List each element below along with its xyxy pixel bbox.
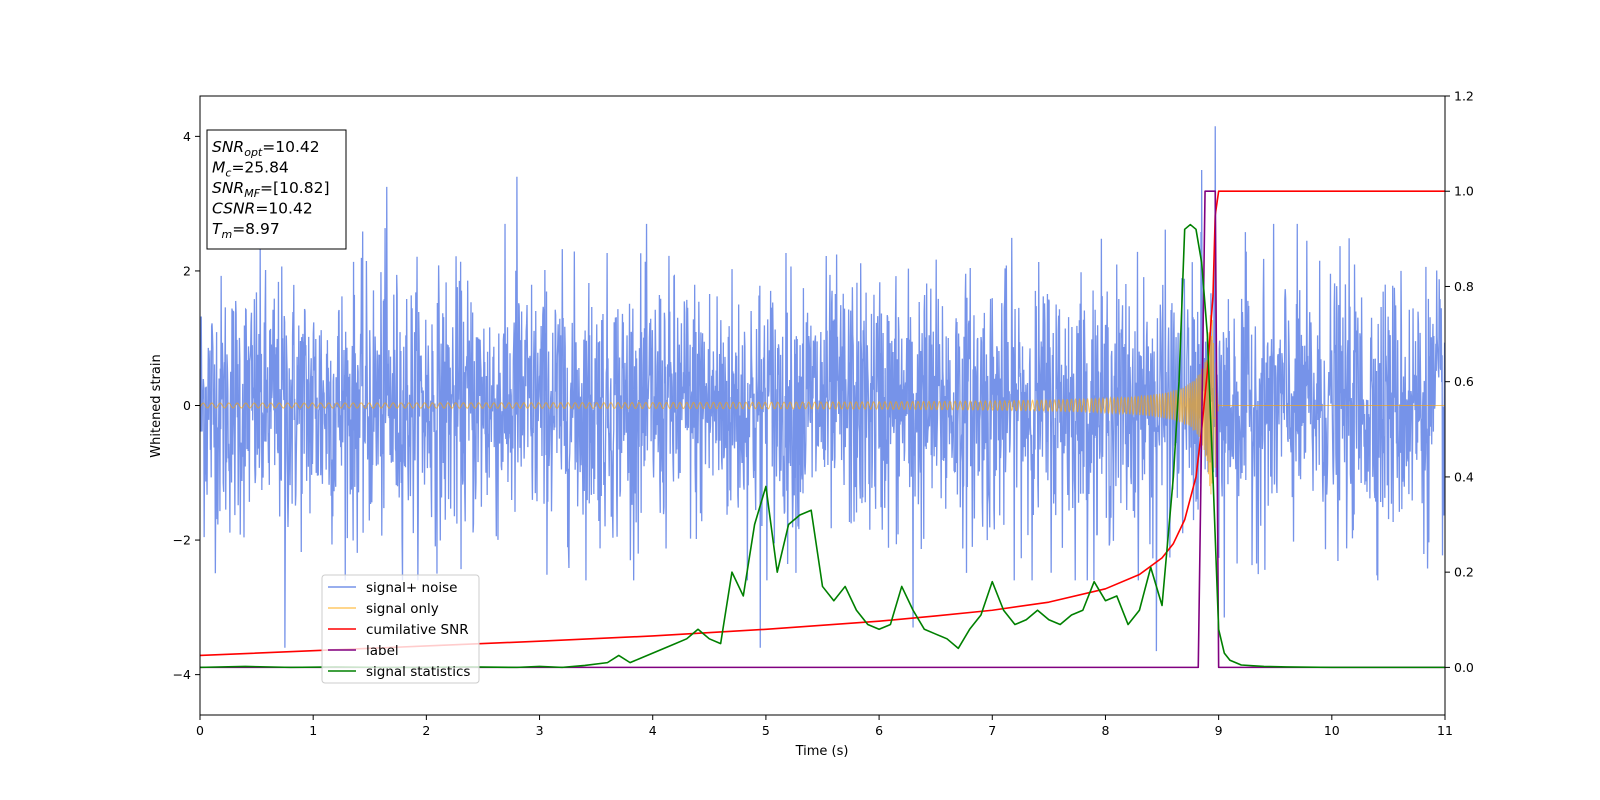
y-left-tick-label: −4 bbox=[173, 667, 191, 682]
y-right-tick-label: 0.0 bbox=[1454, 660, 1474, 675]
y-right-tick-label: 0.4 bbox=[1454, 469, 1474, 484]
legend-label: signal+ noise bbox=[366, 580, 457, 596]
legend-frame bbox=[321, 574, 480, 684]
x-tick-label: 4 bbox=[649, 723, 657, 738]
x-tick-label: 2 bbox=[422, 723, 430, 738]
x-tick-label: 11 bbox=[1437, 723, 1453, 738]
y-left-tick-label: 2 bbox=[183, 263, 191, 278]
info-box-line: CSNR=10.42 bbox=[212, 200, 313, 218]
x-tick-label: 9 bbox=[1215, 723, 1223, 738]
y-right-tick-label: 1.2 bbox=[1454, 89, 1474, 104]
y-left-tick-label: −2 bbox=[173, 533, 191, 548]
legend: signal+ noise signal only cumilative SNR la… bbox=[321, 574, 480, 684]
info-box-line: SNRopt=10.42 bbox=[212, 138, 320, 159]
y-axis-label: Whitened strain bbox=[149, 354, 164, 457]
x-tick-label: 5 bbox=[762, 723, 770, 738]
x-axis-label: Time (s) bbox=[795, 744, 849, 759]
x-tick-label: 8 bbox=[1101, 723, 1109, 738]
legend-label: signal only bbox=[366, 601, 439, 617]
info-box-line: Mc=25.84 bbox=[212, 159, 289, 180]
info-box-line: Tm=8.97 bbox=[212, 220, 280, 241]
y-right-tick-label: 0.6 bbox=[1454, 374, 1474, 389]
x-tick-label: 6 bbox=[875, 723, 883, 738]
info-box-line: SNRMF=[10.82] bbox=[212, 179, 330, 200]
series-signal-only-line bbox=[200, 315, 1445, 495]
y-right-tick-label: 0.2 bbox=[1454, 565, 1474, 580]
x-tick-label: 3 bbox=[536, 723, 544, 738]
axes: 0 1 2 3 4 5 6 7 8 9 10 11 −4 −2 0 2 4 0.0 0.2 0.4 0.6 0.8 1.0 1… bbox=[173, 89, 1474, 739]
y-left-tick-label: 4 bbox=[183, 129, 191, 144]
legend-label: label bbox=[366, 643, 399, 659]
y-left-tick-label: 0 bbox=[183, 398, 191, 413]
info-box-frame bbox=[206, 129, 347, 250]
series-cumulative-snr-line bbox=[200, 190, 1445, 657]
legend-label: signal statistics bbox=[366, 664, 470, 680]
y-right-tick-label: 1.0 bbox=[1454, 184, 1474, 199]
x-tick-label: 10 bbox=[1324, 723, 1340, 738]
x-tick-label: 0 bbox=[196, 723, 204, 738]
series-signal-noise-line bbox=[200, 126, 1445, 652]
legend-label: cumilative SNR bbox=[366, 622, 469, 638]
series-signal-statistics-line bbox=[200, 223, 1445, 669]
x-tick-label: 7 bbox=[988, 723, 996, 738]
plot-area bbox=[200, 126, 1445, 669]
info-box: SNRopt=10.42Mc=25.84SNRMF=[10.82]CSNR=10… bbox=[206, 129, 347, 250]
series-label-line bbox=[200, 190, 1445, 669]
y-right-tick-label: 0.8 bbox=[1454, 279, 1474, 294]
x-tick-label: 1 bbox=[309, 723, 317, 738]
